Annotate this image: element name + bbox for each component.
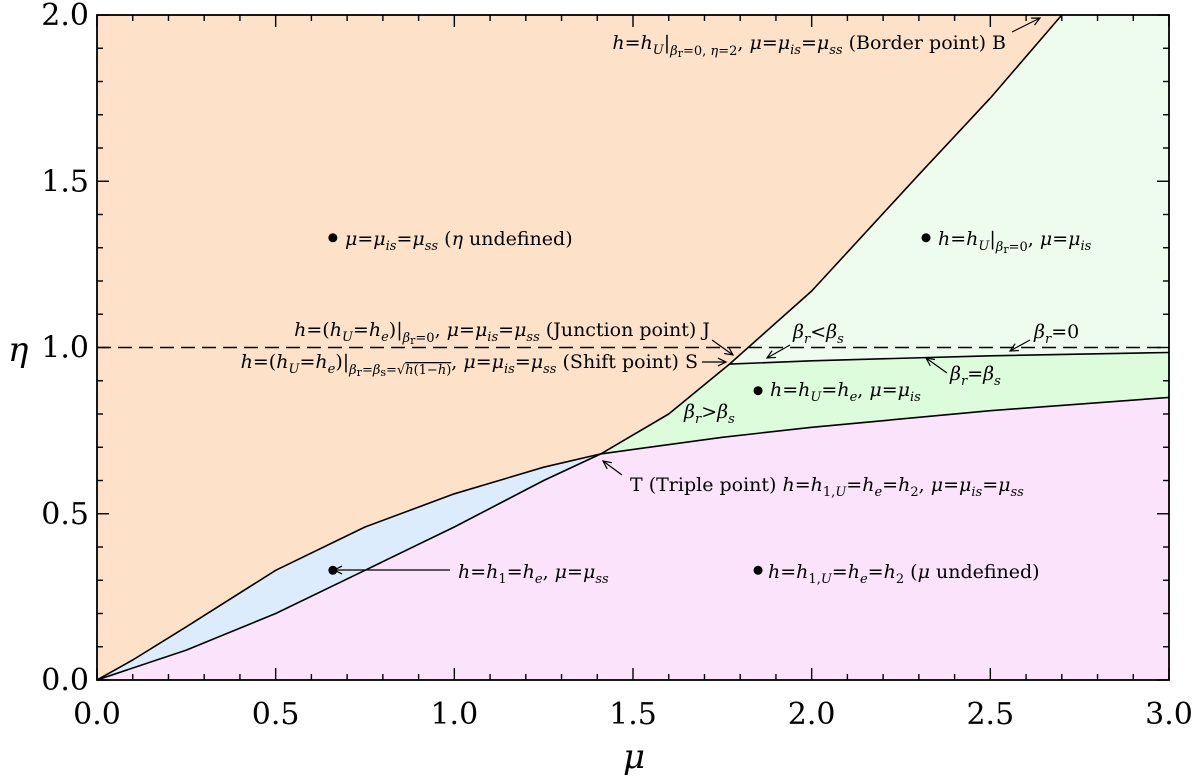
arrow-br-eq-bs-head — [924, 357, 935, 367]
region-point-marker — [328, 233, 338, 243]
arrow-br-lt-bs — [766, 344, 791, 359]
green-region — [600, 352, 1169, 454]
region-point-marker — [753, 386, 763, 396]
annotation-br-lt-bs: βr<βs — [792, 321, 844, 347]
x-tick-label: 1.0 — [430, 697, 478, 732]
annotation-blue-region: h=h1=he, μ=μss — [458, 561, 609, 587]
pink-region — [97, 397, 1169, 680]
x-tick-label: 2.0 — [788, 697, 836, 732]
boundary-curve-3 — [729, 351, 1170, 365]
y-tick-label: 0.0 — [41, 663, 89, 698]
arrow-junction-point-head — [724, 346, 735, 356]
y-tick-label: 2.0 — [41, 0, 89, 33]
y-tick-label: 0.5 — [41, 497, 89, 532]
x-axis-title: μ — [623, 737, 645, 776]
blue-region — [97, 453, 601, 680]
y-tick-label: 1.5 — [41, 164, 89, 199]
annotation-arrows — [332, 17, 1042, 575]
arrow-triple-point-head — [601, 460, 612, 470]
x-tick-label: 1.5 — [609, 697, 657, 732]
y-tick-labels: 0.0 0.5 1.0 1.5 2.0 — [41, 0, 89, 698]
region-point-marker — [328, 565, 338, 575]
annotation-orange-region: μ=μis=μss (η undefined) — [345, 228, 573, 254]
orange-region — [97, 15, 1062, 680]
annotation-br-eq-bs: βr=βs — [949, 363, 1001, 389]
boundary-curve-2 — [96, 396, 1170, 681]
annotation-br-zero: βr=0 — [1033, 321, 1079, 347]
region-point-marker — [753, 565, 763, 575]
arrow-border-point-head — [1030, 17, 1042, 26]
annotation-pink-region: h=h1,U=he=h2 (μ undefined) — [768, 561, 1040, 587]
boundary-curves — [96, 14, 1170, 681]
arrow-br-zero-head — [1008, 343, 1020, 352]
y-tick-label: 1.0 — [41, 331, 89, 366]
annotation-br-gt-bs: βr>βs — [683, 401, 735, 427]
regions — [97, 15, 1169, 680]
arrow-blue-region-head — [332, 565, 343, 575]
region-points — [328, 233, 931, 575]
x-tick-label: 0.5 — [252, 697, 300, 732]
annotation-green-region: h=hU=he, μ=μis — [770, 379, 921, 405]
pale-green-region — [729, 15, 1169, 365]
arrow-junction-point — [711, 339, 734, 356]
arrow-br-zero — [1009, 339, 1031, 352]
arrow-triple-point — [602, 460, 623, 476]
arrow-br-lt-bs-head — [765, 350, 777, 359]
axis-ticks — [96, 14, 1170, 681]
arrow-br-eq-bs — [925, 357, 948, 374]
region-point-marker — [921, 233, 931, 243]
x-tick-label: 0.0 — [73, 697, 121, 732]
x-tick-label: 2.5 — [966, 697, 1014, 732]
arrow-border-point — [1011, 17, 1041, 33]
arrow-shift-point-head — [717, 357, 728, 367]
x-tick-labels: 0.0 0.5 1.0 1.5 2.0 2.5 3.0 — [73, 697, 1193, 732]
x-tick-label: 3.0 — [1145, 697, 1193, 732]
y-axis-title: η — [8, 330, 29, 370]
